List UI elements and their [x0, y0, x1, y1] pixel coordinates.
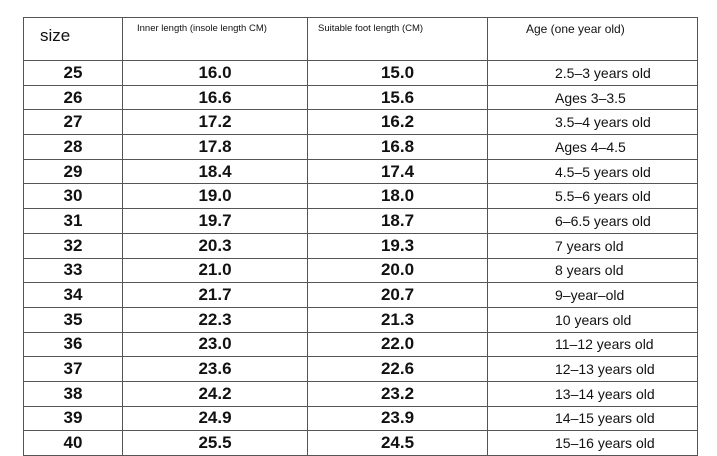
table-cell: 16.8 [307, 134, 488, 160]
table-cell: 22.3 [122, 306, 308, 333]
header-cell: Age (one year old) [487, 17, 698, 61]
table-cell: 18.7 [307, 208, 488, 234]
table-cell: 2.5–3 years old [487, 60, 698, 86]
table-row: 26 16.6 15.6 Ages 3–3.5 [23, 84, 698, 111]
table-cell: 13–14 years old [487, 380, 698, 407]
header-cell: size [23, 17, 123, 61]
table-cell: 17.2 [122, 109, 308, 136]
table-cell: 19.0 [122, 183, 308, 210]
table-cell: 15.6 [307, 84, 488, 111]
table-row: 34 21.7 20.7 9–year–old [23, 282, 698, 308]
table-row: 37 23.6 22.6 12–13 years old [23, 356, 698, 382]
table-cell: 9–year–old [487, 282, 698, 308]
table-cell: 29 [23, 158, 123, 185]
table-cell: 20.7 [307, 282, 488, 308]
table-cell: 21.3 [307, 306, 488, 333]
table-cell: 10 years old [487, 306, 698, 333]
table-row: 27 17.2 16.2 3.5–4 years old [23, 109, 698, 136]
table-cell: 17.8 [122, 134, 308, 160]
table-cell: 31 [23, 208, 123, 234]
table-row: 32 20.3 19.3 7 years old [23, 232, 698, 259]
header-cell: Inner length (insole length CM) [122, 17, 308, 61]
table-cell: 16.6 [122, 84, 308, 111]
size-chart: size Inner length (insole length CM) Sui… [23, 17, 698, 456]
table-cell: 23.2 [307, 380, 488, 407]
table-cell: 23.9 [307, 405, 488, 432]
table-row: 39 24.9 23.9 14–15 years old [23, 405, 698, 432]
table-cell: 18.4 [122, 158, 308, 185]
table-cell: 16.0 [122, 60, 308, 86]
table-cell: 20.3 [122, 232, 308, 259]
table-cell: 23.0 [122, 331, 308, 358]
table-cell: 17.4 [307, 158, 488, 185]
header-cell: Suitable foot length (CM) [307, 17, 488, 61]
table-cell: 39 [23, 405, 123, 432]
table-row: 38 24.2 23.2 13–14 years old [23, 380, 698, 407]
table-cell: 18.0 [307, 183, 488, 210]
table-cell: 34 [23, 282, 123, 308]
table-cell: 3.5–4 years old [487, 109, 698, 136]
table-cell: 8 years old [487, 257, 698, 284]
table-cell: 7 years old [487, 232, 698, 259]
table-body: 25 16.0 15.0 2.5–3 years old 26 16.6 15.6 Ages … [23, 60, 698, 456]
table-cell: 5.5–6 years old [487, 183, 698, 210]
table-cell: 19.3 [307, 232, 488, 259]
table-cell: 23.6 [122, 356, 308, 382]
table-cell: 36 [23, 331, 123, 358]
table-cell: 14–15 years old [487, 405, 698, 432]
header-row: size Inner length (insole length CM) Sui… [23, 17, 698, 61]
table-cell: 27 [23, 109, 123, 136]
table-cell: 21.0 [122, 257, 308, 284]
table-cell: 20.0 [307, 257, 488, 284]
table-cell: 4.5–5 years old [487, 158, 698, 185]
table-cell: 19.7 [122, 208, 308, 234]
table-cell: 6–6.5 years old [487, 208, 698, 234]
table-cell: 15.0 [307, 60, 488, 86]
table-cell: 22.0 [307, 331, 488, 358]
table-cell: 24.9 [122, 405, 308, 432]
size-table: size Inner length (insole length CM) Sui… [23, 17, 698, 456]
table-row: 31 19.7 18.7 6–6.5 years old [23, 208, 698, 234]
table-cell: 26 [23, 84, 123, 111]
table-cell: 37 [23, 356, 123, 382]
table-row: 30 19.0 18.0 5.5–6 years old [23, 183, 698, 210]
table-cell: 24.2 [122, 380, 308, 407]
table-row: 36 23.0 22.0 11–12 years old [23, 331, 698, 358]
table-cell: 22.6 [307, 356, 488, 382]
table-cell: 32 [23, 232, 123, 259]
table-cell: 11–12 years old [487, 331, 698, 358]
table-cell: 28 [23, 134, 123, 160]
table-cell: Ages 3–3.5 [487, 84, 698, 111]
table-cell: 21.7 [122, 282, 308, 308]
table-row: 33 21.0 20.0 8 years old [23, 257, 698, 284]
table-cell: 33 [23, 257, 123, 284]
table-cell: 25 [23, 60, 123, 86]
table-cell: 16.2 [307, 109, 488, 136]
table-row: 29 18.4 17.4 4.5–5 years old [23, 158, 698, 185]
table-cell: 35 [23, 306, 123, 333]
table-row: 35 22.3 21.3 10 years old [23, 306, 698, 333]
table-cell: 30 [23, 183, 123, 210]
table-row: 28 17.8 16.8 Ages 4–4.5 [23, 134, 698, 160]
table-cell: Ages 4–4.5 [487, 134, 698, 160]
table-row: 25 16.0 15.0 2.5–3 years old [23, 60, 698, 86]
table-cell: 12–13 years old [487, 356, 698, 382]
table-cell: 38 [23, 380, 123, 407]
